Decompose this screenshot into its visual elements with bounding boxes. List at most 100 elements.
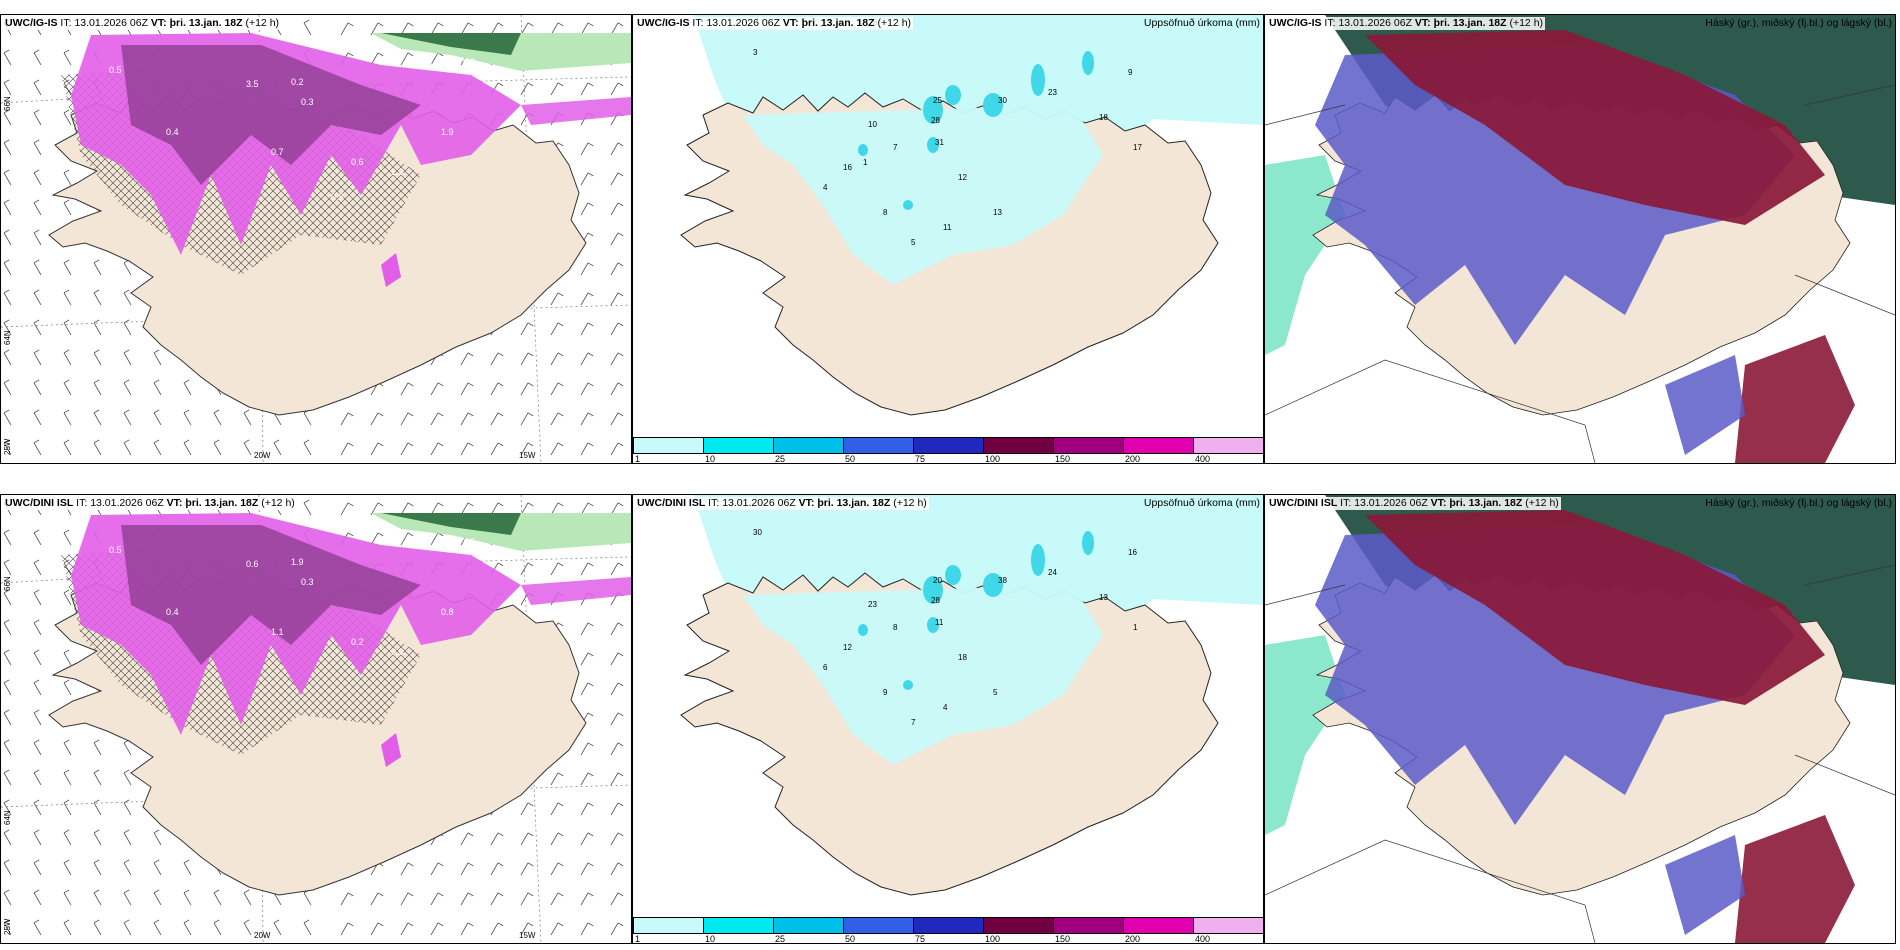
wind-barb	[610, 352, 619, 366]
wind-barb	[580, 832, 589, 846]
wind-barb-flag	[497, 562, 504, 567]
wind-barb-flag	[587, 412, 594, 417]
wind-barb	[430, 412, 439, 426]
wind-barb	[3, 652, 12, 666]
wind-barb	[63, 742, 72, 756]
wind-barb-flag	[3, 859, 10, 864]
low-cloud-south	[1665, 355, 1745, 455]
wind-barb	[33, 712, 42, 726]
accum-value: 10	[868, 120, 877, 129]
wind-barb	[3, 202, 12, 216]
colorbar-segment	[1053, 437, 1124, 454]
precip-value: 0.3	[301, 97, 314, 107]
wind-barb-flag	[123, 889, 130, 894]
wind-barb-flag	[527, 502, 534, 507]
wind-barb-flag	[3, 709, 10, 714]
wind-barb-flag	[347, 52, 354, 57]
wind-barb	[610, 322, 619, 336]
lat-label-66n: 66N	[3, 96, 12, 111]
wind-barb-flag	[557, 802, 564, 807]
wind-barb	[93, 412, 102, 426]
precip-value: 0.9	[463, 57, 476, 67]
wind-barb-flag	[587, 172, 594, 177]
wind-barb-flag	[93, 769, 100, 774]
wind-barb-flag	[407, 22, 414, 27]
colorbar-tick: 1	[635, 454, 641, 464]
wind-barb	[580, 22, 589, 36]
wind-barb-flag	[33, 769, 40, 774]
wind-barb	[3, 412, 12, 426]
wind-barb-flag	[557, 82, 564, 87]
it-label: IT:	[692, 17, 704, 29]
wind-barb	[123, 382, 132, 396]
wind-barb-flag	[377, 22, 384, 27]
wind-barb	[33, 82, 42, 96]
wind-barb	[610, 862, 619, 876]
wind-barb-flag	[527, 922, 534, 927]
wind-barb	[580, 382, 589, 396]
colorbar-tick: 1	[635, 934, 641, 944]
it-label: IT:	[1324, 17, 1336, 29]
wind-barb	[610, 682, 619, 696]
wind-barb	[520, 442, 529, 456]
wind-barb-flag	[3, 79, 10, 84]
wind-barb-flag	[527, 802, 534, 807]
wind-barb-flag	[617, 292, 624, 297]
accum-value: 12	[958, 173, 967, 182]
wind-barb	[580, 292, 589, 306]
vt-label: VT:	[166, 497, 183, 509]
wind-barb	[273, 442, 282, 456]
colorbar-tick: 25	[775, 934, 786, 944]
wind-barb	[550, 802, 559, 816]
wind-barb-flag	[153, 829, 160, 834]
wind-barb-flag	[33, 289, 40, 294]
wind-barb-flag	[587, 322, 594, 327]
wind-barb-flag	[437, 442, 444, 447]
wind-barb-flag	[617, 562, 624, 567]
wind-barb-flag	[587, 442, 594, 447]
wind-barb-flag	[377, 502, 384, 507]
wind-barb	[520, 412, 529, 426]
wind-barb-flag	[527, 442, 534, 447]
wind-barb	[430, 862, 439, 876]
wind-barb-flag	[437, 22, 444, 27]
wind-barb	[123, 412, 132, 426]
wind-barb-flag	[183, 409, 190, 414]
wind-barb-flag	[557, 412, 564, 417]
wind-barb-flag	[587, 712, 594, 717]
wind-barb	[183, 922, 192, 936]
wind-barb-flag	[3, 919, 10, 924]
wind-barb-flag	[587, 142, 594, 147]
colorbar-segment	[843, 437, 914, 454]
lon-label-20w: 20W	[254, 451, 271, 460]
wind-barb-flag	[557, 142, 564, 147]
wind-barb-flag	[3, 199, 10, 204]
colorbar-segment	[703, 917, 774, 934]
wind-barb	[213, 892, 222, 906]
wind-barb-flag	[3, 229, 10, 234]
wind-barb-flag	[497, 922, 504, 927]
wind-barb-flag	[587, 772, 594, 777]
wind-barb-flag	[3, 619, 10, 624]
wind-barb	[490, 412, 499, 426]
wind-barb	[3, 922, 12, 936]
wind-barb-flag	[3, 109, 10, 114]
wind-barb-flag	[63, 649, 70, 654]
accum-value: 12	[843, 643, 852, 652]
accum-value: 1	[863, 158, 868, 167]
wind-barb-flag	[3, 799, 10, 804]
wind-barb-flag	[3, 529, 10, 534]
wind-barb	[33, 202, 42, 216]
wind-barb-flag	[467, 22, 474, 27]
rain-area	[371, 33, 631, 71]
wind-barb	[610, 652, 619, 666]
accum-value: 38	[998, 576, 1007, 585]
wind-barb	[63, 112, 72, 126]
wind-barb	[520, 862, 529, 876]
wind-barb-flag	[213, 919, 220, 924]
wind-barb	[610, 502, 619, 516]
panel-title: UWC/DINI ISL IT: 13.01.2026 06Z VT: þri.…	[1267, 497, 1561, 510]
wind-barb-flag	[407, 892, 414, 897]
vt-value: þri. 13.jan. 18Z	[1433, 17, 1507, 29]
accum-value: 8	[893, 623, 898, 632]
